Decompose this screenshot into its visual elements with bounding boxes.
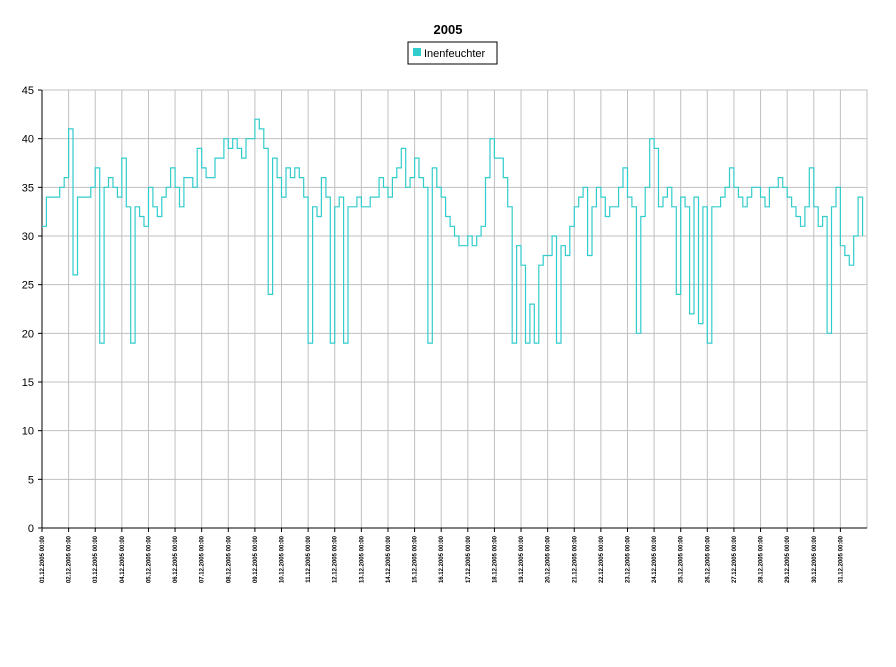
- x-tick-label: 17.12.2005 00:00: [466, 535, 472, 583]
- y-tick-label: 40: [22, 134, 34, 146]
- plot-frame: [41, 89, 868, 529]
- x-tick-label: 01.12.2005 00:00: [40, 535, 46, 583]
- x-tick-label: 09.12.2005 00:00: [253, 535, 259, 583]
- x-tick-label: 15.12.2005 00:00: [413, 535, 419, 583]
- y-tick-label: 35: [22, 182, 34, 194]
- y-tick-label: 45: [22, 85, 34, 97]
- y-tick-label: 30: [22, 231, 34, 243]
- x-tick-label: 16.12.2005 00:00: [439, 535, 445, 583]
- x-tick-label: 23.12.2005 00:00: [625, 535, 631, 583]
- y-tick-label: 20: [22, 328, 34, 340]
- x-tick-label: 03.12.2005 00:00: [93, 535, 99, 583]
- x-tick-label: 10.12.2005 00:00: [280, 535, 286, 583]
- x-tick-label: 20.12.2005 00:00: [546, 535, 552, 583]
- x-tick-label: 26.12.2005 00:00: [705, 535, 711, 583]
- x-tick-label: 08.12.2005 00:00: [226, 535, 232, 583]
- x-tick-label: 04.12.2005 00:00: [120, 535, 126, 583]
- chart-title: 2005: [434, 22, 463, 37]
- x-tick-label: 30.12.2005 00:00: [812, 535, 818, 583]
- x-tick-label: 29.12.2005 00:00: [785, 535, 791, 583]
- x-tick-label: 06.12.2005 00:00: [173, 535, 179, 583]
- x-tick-label: 18.12.2005 00:00: [492, 535, 498, 583]
- x-tick-label: 31.12.2005 00:00: [838, 535, 844, 583]
- y-tick-label: 15: [22, 377, 34, 389]
- legend-swatch: [413, 48, 421, 56]
- y-tick-label: 0: [28, 523, 34, 535]
- x-tick-label: 25.12.2005 00:00: [679, 535, 685, 583]
- x-tick-label: 12.12.2005 00:00: [333, 535, 339, 583]
- x-tick-label: 02.12.2005 00:00: [67, 535, 73, 583]
- x-tick-label: 24.12.2005 00:00: [652, 535, 658, 583]
- y-tick-label: 25: [22, 280, 34, 292]
- legend-label: Inenfeuchter: [424, 48, 485, 60]
- y-tick-label: 5: [28, 474, 34, 486]
- x-tick-label: 27.12.2005 00:00: [732, 535, 738, 583]
- x-tick-label: 14.12.2005 00:00: [386, 535, 392, 583]
- x-tick-label: 19.12.2005 00:00: [519, 535, 525, 583]
- x-tick-label: 07.12.2005 00:00: [200, 535, 206, 583]
- x-tick-label: 21.12.2005 00:00: [572, 535, 578, 583]
- x-tick-label: 28.12.2005 00:00: [759, 535, 765, 583]
- series-line: [42, 118, 864, 344]
- y-tick-label: 10: [22, 426, 34, 438]
- x-tick-label: 13.12.2005 00:00: [359, 535, 365, 583]
- legend-box: [407, 41, 498, 65]
- x-tick-label: 22.12.2005 00:00: [599, 535, 605, 583]
- x-tick-label: 11.12.2005 00:00: [306, 535, 312, 582]
- x-tick-label: 05.12.2005 00:00: [146, 535, 152, 583]
